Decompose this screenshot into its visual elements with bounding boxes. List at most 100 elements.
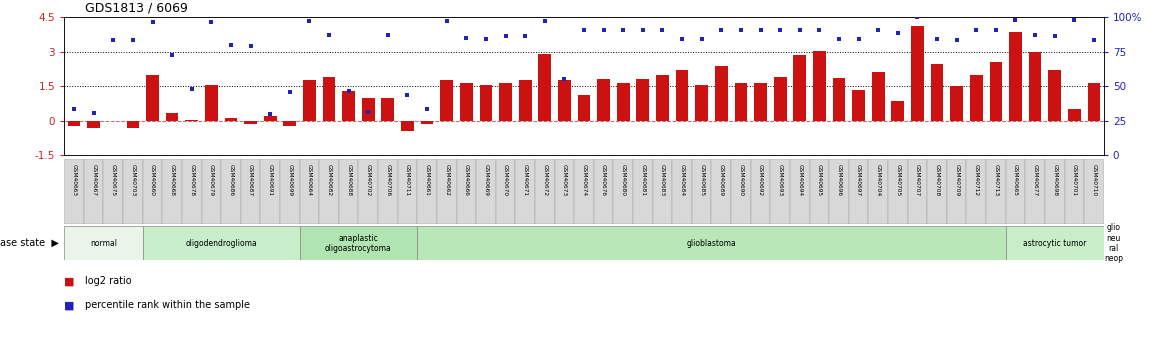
Bar [519, 80, 531, 121]
Bar [280, 159, 300, 224]
Point [811, 27, 829, 33]
Bar [300, 159, 319, 224]
Bar [397, 159, 417, 224]
Bar [420, 121, 433, 124]
Bar [166, 113, 179, 121]
Bar [241, 159, 260, 224]
Text: GSM40677: GSM40677 [1033, 164, 1037, 196]
Bar [260, 159, 280, 224]
Point [927, 36, 946, 42]
Point [731, 27, 750, 33]
Text: GSM40707: GSM40707 [915, 164, 920, 196]
Bar [300, 226, 417, 260]
Bar [68, 121, 81, 127]
Bar [575, 159, 593, 224]
Bar [303, 80, 315, 121]
Point [222, 42, 241, 48]
Text: oligodendroglioma: oligodendroglioma [186, 239, 257, 248]
Point [653, 27, 672, 33]
Point [908, 14, 926, 20]
Point [751, 27, 770, 33]
Point [182, 86, 201, 91]
Bar [535, 159, 555, 224]
Bar [751, 159, 771, 224]
Bar [829, 159, 849, 224]
Bar [833, 78, 846, 121]
Bar [437, 159, 457, 224]
Bar [868, 159, 888, 224]
Text: GSM40660: GSM40660 [150, 164, 155, 196]
Point [242, 43, 260, 49]
Text: GSM40699: GSM40699 [287, 164, 292, 196]
Bar [123, 159, 142, 224]
Bar [676, 70, 688, 121]
Bar [538, 54, 551, 121]
Text: ■: ■ [64, 276, 75, 286]
Point [1026, 32, 1044, 37]
Point [124, 38, 142, 43]
Point [202, 19, 221, 24]
Text: GSM40708: GSM40708 [934, 164, 939, 196]
Point [1045, 33, 1064, 38]
Bar [186, 120, 199, 121]
Text: GSM40684: GSM40684 [680, 164, 684, 196]
Text: GSM40680: GSM40680 [620, 164, 626, 196]
Point [555, 77, 573, 82]
Text: astrocytic tumor: astrocytic tumor [1023, 239, 1086, 248]
Point [987, 27, 1006, 33]
Point [144, 19, 162, 24]
Bar [284, 121, 297, 127]
Point [869, 27, 888, 33]
Bar [731, 159, 751, 224]
Bar [691, 159, 711, 224]
Text: percentile rank within the sample: percentile rank within the sample [85, 300, 250, 310]
Text: GSM40687: GSM40687 [248, 164, 253, 196]
Point [947, 38, 966, 43]
Text: GSM40690: GSM40690 [738, 164, 743, 196]
Text: GSM40664: GSM40664 [307, 164, 312, 196]
Bar [617, 83, 630, 121]
Bar [515, 159, 535, 224]
Text: GSM40692: GSM40692 [758, 164, 763, 196]
Bar [849, 159, 868, 224]
Bar [908, 159, 927, 224]
Bar [322, 77, 335, 121]
Text: GSM40702: GSM40702 [366, 164, 370, 196]
Text: GSM40673: GSM40673 [562, 164, 566, 196]
Point [496, 33, 515, 38]
Text: GSM40709: GSM40709 [954, 164, 959, 196]
Text: anaplastic
oligoastrocytoma: anaplastic oligoastrocytoma [325, 234, 391, 253]
Point [300, 18, 319, 23]
Point [418, 107, 437, 112]
Bar [790, 159, 809, 224]
Bar [891, 101, 904, 121]
Text: GSM40667: GSM40667 [91, 164, 96, 196]
Bar [715, 66, 728, 121]
Bar [578, 96, 590, 121]
Text: GSM40682: GSM40682 [327, 164, 332, 196]
Bar [1104, 226, 1124, 260]
Text: GSM40703: GSM40703 [131, 164, 135, 196]
Text: GSM40710: GSM40710 [1091, 164, 1097, 196]
Bar [793, 55, 806, 121]
Bar [359, 159, 378, 224]
Text: normal: normal [90, 239, 117, 248]
Bar [695, 85, 708, 121]
Bar [735, 83, 748, 121]
Point [712, 27, 731, 33]
Bar [613, 159, 633, 224]
Bar [339, 159, 359, 224]
Text: GSM40676: GSM40676 [602, 164, 606, 196]
Bar [417, 226, 1006, 260]
Text: GSM40712: GSM40712 [974, 164, 979, 196]
Bar [558, 80, 571, 121]
Bar [88, 121, 100, 128]
Point [457, 35, 475, 41]
Text: glio
neu
ral
neop: glio neu ral neop [1104, 223, 1124, 263]
Bar [911, 27, 924, 121]
Text: GSM40695: GSM40695 [816, 164, 822, 196]
Text: GSM40686: GSM40686 [229, 164, 234, 196]
Bar [1006, 159, 1026, 224]
Bar [342, 91, 355, 121]
Bar [264, 116, 277, 121]
